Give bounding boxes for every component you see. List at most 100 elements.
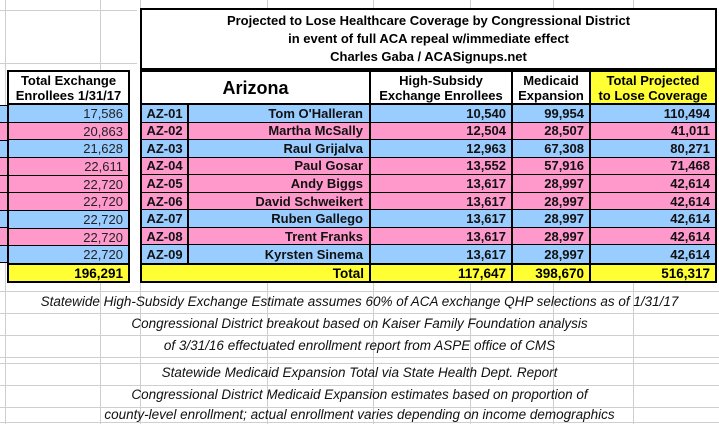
high-subsidy-cell: 13,617 xyxy=(369,210,511,228)
medicaid-header: Medicaid Expansion xyxy=(511,72,589,103)
district-cell: AZ-05 xyxy=(142,175,187,193)
district-cell: AZ-03 xyxy=(142,140,187,158)
total-cell: 42,614 xyxy=(589,210,715,228)
footnote-line: Congressional District Medicaid Expansio… xyxy=(131,387,588,402)
row-color-margin-cell xyxy=(0,123,7,141)
total-cell: 42,614 xyxy=(589,227,715,246)
medicaid-cell: 67,308 xyxy=(511,140,589,158)
total-exchange-enrollees-header: Total Exchange Enrollees 1/31/17 xyxy=(7,70,130,105)
row-color-margin-cell xyxy=(0,210,7,229)
gridline-horizontal xyxy=(0,363,719,364)
medicaid-cell: 28,507 xyxy=(511,122,589,141)
total-cell: 71,468 xyxy=(589,157,715,176)
representative-cell: Trent Franks xyxy=(187,227,369,246)
table-cell: 20,863 xyxy=(9,122,128,141)
gridline-horizontal xyxy=(0,385,719,386)
left-header-line-1: Total Exchange xyxy=(20,72,117,88)
table-cell: 21,628 xyxy=(9,140,128,159)
district-cell: AZ-04 xyxy=(142,157,187,176)
district-cell: AZ-02 xyxy=(142,122,187,141)
district-cell: AZ-01 xyxy=(142,105,187,123)
medicaid-cell: 99,954 xyxy=(511,105,589,123)
row-color-margin-cell xyxy=(0,193,7,211)
gridline-horizontal xyxy=(0,407,719,408)
medicaid-cell: 57,916 xyxy=(511,157,589,176)
high-subsidy-cell: 13,617 xyxy=(369,192,511,211)
table-title: Projected to Lose Healthcare Coverage by… xyxy=(140,8,717,70)
total-cell: 41,011 xyxy=(589,122,715,141)
representative-cell: Andy Biggs xyxy=(187,175,369,193)
representative-cell: Kyrsten Sinema xyxy=(187,245,369,263)
total-cell: 80,271 xyxy=(589,140,715,158)
gridline-horizontal xyxy=(0,63,137,64)
district-cell: AZ-09 xyxy=(142,245,187,263)
footnote-line: Statewide Medicaid Expansion Total via S… xyxy=(161,365,558,380)
row-color-margin-cell xyxy=(0,245,7,262)
total-cell: 42,614 xyxy=(589,175,715,193)
representative-cell: David Schweikert xyxy=(187,192,369,211)
title-line-2: in event of full ACA repeal w/immediate … xyxy=(288,31,569,46)
title-line-1: Projected to Lose Healthcare Coverage by… xyxy=(226,13,631,28)
table-cell: 17,586 xyxy=(9,105,128,123)
row-color-margin-cell xyxy=(0,106,7,124)
state-header: Arizona xyxy=(222,77,289,98)
medicaid-cell: 28,997 xyxy=(511,175,589,193)
total-cell: 110,494 xyxy=(589,105,715,123)
table-cell: 22,720 xyxy=(9,211,128,229)
main-table-body: AZ-01 Tom O'Halleran 10,540 99,954 110,4… xyxy=(140,105,717,263)
table-cell: 22,720 xyxy=(9,193,128,212)
total-cell: 42,614 xyxy=(589,245,715,263)
representative-cell: Tom O'Halleran xyxy=(187,105,369,123)
district-cell: AZ-07 xyxy=(142,210,187,228)
table-cell: 22,720 xyxy=(9,246,128,264)
title-attribution: Charles Gaba / ACASignups.net xyxy=(330,49,527,64)
row-color-margin-cell xyxy=(0,175,7,194)
table-cell: 22,720 xyxy=(9,228,128,247)
main-table-header: Arizona High-Subsidy Exchange Enrollees … xyxy=(140,70,717,105)
totals-high-subsidy: 117,647 xyxy=(369,265,511,281)
high-subsidy-cell: 13,617 xyxy=(369,227,511,246)
high-subsidy-header: High-Subsidy Exchange Enrollees xyxy=(369,72,511,103)
totals-row: Total 117,647 398,670 516,317 xyxy=(140,263,717,283)
medicaid-cell: 28,997 xyxy=(511,210,589,228)
gridline-horizontal xyxy=(0,10,137,11)
high-subsidy-header-line-2: Exchange Enrollees xyxy=(379,87,503,103)
representative-cell: Paul Gosar xyxy=(187,157,369,176)
footnote-line: of 3/31/16 effectuated enrollment report… xyxy=(163,338,556,353)
gridline-horizontal xyxy=(0,422,719,423)
table-cell: 22,611 xyxy=(9,158,128,176)
representative-cell: Raul Grijalva xyxy=(187,140,369,158)
medicaid-header-line-2: Expansion xyxy=(518,87,584,103)
district-cell: AZ-06 xyxy=(142,192,187,211)
footnote-line: Statewide High-Subsidy Exchange Estimate… xyxy=(40,294,679,309)
total-projected-header-line-2: to Lose Coverage xyxy=(598,87,708,103)
gridline-horizontal xyxy=(0,291,719,292)
gridline-horizontal xyxy=(0,357,719,358)
high-subsidy-cell: 12,963 xyxy=(369,140,511,158)
gridline-horizontal xyxy=(0,313,719,314)
footnote-line: Congressional District breakout based on… xyxy=(131,316,588,331)
footnote-line: county-level enrollment; actual enrollme… xyxy=(104,407,615,422)
total-cell: 42,614 xyxy=(589,192,715,211)
total-projected-header-line-1: Total Projected xyxy=(606,72,700,88)
row-color-margin xyxy=(0,105,7,263)
high-subsidy-header-line-1: High-Subsidy xyxy=(399,72,483,88)
representative-cell: Martha McSally xyxy=(187,122,369,141)
medicaid-cell: 28,997 xyxy=(511,245,589,263)
high-subsidy-cell: 10,540 xyxy=(369,105,511,123)
total-exchange-enrollees-total: 196,291 xyxy=(7,263,130,283)
medicaid-cell: 28,997 xyxy=(511,227,589,246)
medicaid-header-line-1: Medicaid xyxy=(523,72,579,88)
high-subsidy-cell: 12,504 xyxy=(369,122,511,141)
high-subsidy-cell: 13,617 xyxy=(369,245,511,263)
gridline-horizontal xyxy=(0,335,719,336)
table-cell: 22,720 xyxy=(9,175,128,194)
row-color-margin-cell xyxy=(0,158,7,176)
representative-cell: Ruben Gallego xyxy=(187,210,369,228)
totals-label: Total xyxy=(332,265,364,281)
row-color-margin-cell xyxy=(0,228,7,246)
high-subsidy-cell: 13,617 xyxy=(369,175,511,193)
medicaid-cell: 28,997 xyxy=(511,192,589,211)
row-color-margin-cell xyxy=(0,140,7,159)
